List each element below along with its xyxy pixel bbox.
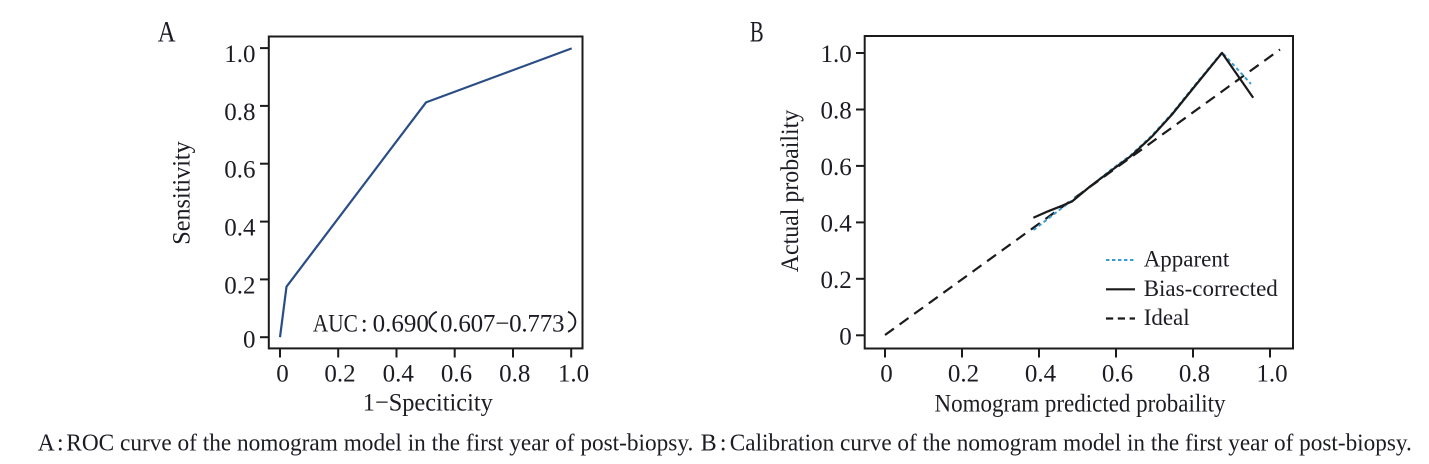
svg-text:Ideal: Ideal (1144, 305, 1190, 330)
svg-text:0.8: 0.8 (1179, 360, 1210, 387)
svg-text:0.8: 0.8 (821, 98, 852, 125)
svg-text:Bias-corrected: Bias-corrected (1144, 276, 1279, 301)
svg-text:0.2: 0.2 (324, 360, 355, 387)
svg-text:0: 0 (243, 327, 256, 354)
svg-text:Sensitivity: Sensitivity (169, 141, 196, 245)
svg-text:0.8: 0.8 (224, 99, 255, 126)
svg-text:0.6: 0.6 (441, 360, 472, 387)
svg-text:1.0: 1.0 (558, 360, 589, 387)
svg-text:0.6: 0.6 (224, 157, 255, 184)
svg-text:0: 0 (880, 360, 893, 387)
svg-text:0.8: 0.8 (499, 360, 530, 387)
svg-text:0: 0 (839, 324, 852, 351)
svg-text:0.4: 0.4 (1025, 360, 1057, 387)
svg-text:1.0: 1.0 (224, 41, 255, 68)
svg-text:0.2: 0.2 (948, 360, 979, 387)
svg-text:1.0: 1.0 (1256, 360, 1287, 387)
svg-text:0.6: 0.6 (821, 154, 852, 181)
svg-text:Nomogram predicted probaility: Nomogram predicted probaility (935, 391, 1226, 418)
svg-text:0.4: 0.4 (224, 215, 256, 242)
svg-text:0.6: 0.6 (1102, 360, 1133, 387)
svg-text:0.4: 0.4 (821, 211, 853, 238)
svg-text:Actual probaility: Actual probaility (777, 109, 804, 272)
svg-text:1−Speciticity: 1−Speciticity (363, 390, 493, 417)
svg-text:Apparent: Apparent (1144, 247, 1230, 272)
svg-text:0.2: 0.2 (224, 272, 255, 299)
svg-text:A: A (158, 15, 176, 48)
svg-text:1.0: 1.0 (821, 41, 852, 68)
svg-text:0: 0 (276, 360, 289, 387)
svg-text:A:ROC curve of the nomogram mo: A: ROC curve of the nomogram model in the… (38, 430, 1412, 457)
svg-text:0.2: 0.2 (821, 267, 852, 294)
svg-text:0.4: 0.4 (383, 360, 415, 387)
svg-text:B: B (750, 15, 764, 48)
